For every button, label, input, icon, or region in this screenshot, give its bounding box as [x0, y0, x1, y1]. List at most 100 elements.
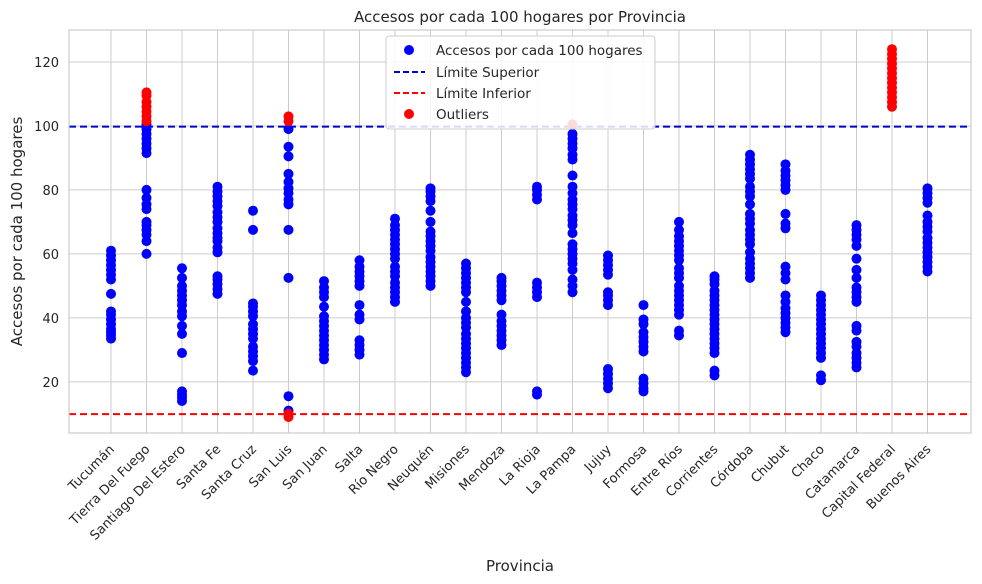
data-point	[851, 282, 862, 293]
data-point	[283, 224, 294, 235]
data-point	[603, 287, 613, 298]
data-point	[177, 272, 187, 283]
data-point	[745, 247, 755, 258]
data-point	[745, 208, 755, 219]
legend-series-label: Accesos por cada 100 hogares	[436, 43, 643, 59]
data-point	[106, 245, 116, 256]
data-point	[532, 277, 542, 288]
data-point	[851, 264, 862, 275]
data-point	[425, 183, 436, 194]
data-point	[248, 341, 258, 352]
data-point	[851, 272, 862, 283]
data-point	[212, 181, 223, 192]
data-point	[177, 280, 187, 291]
legend-series-marker	[404, 45, 414, 55]
data-point	[638, 373, 649, 384]
data-point	[177, 320, 187, 331]
y-axis-title: Accesos por cada 100 hogares	[8, 117, 26, 347]
data-point	[283, 176, 294, 187]
data-point	[461, 296, 471, 307]
data-point	[638, 300, 649, 311]
y-tick-label: 40	[42, 312, 59, 327]
outlier-point	[141, 87, 152, 98]
data-point	[780, 261, 791, 272]
data-point	[248, 224, 258, 235]
y-tick-label: 60	[42, 248, 59, 263]
data-point	[532, 386, 542, 397]
y-tick-label: 120	[34, 56, 59, 71]
outlier-point	[283, 111, 294, 122]
data-point	[780, 159, 791, 170]
data-point	[851, 336, 862, 347]
data-point	[567, 128, 578, 139]
data-point	[745, 181, 755, 192]
data-point	[354, 300, 365, 311]
data-point	[425, 226, 436, 237]
data-point	[567, 239, 578, 250]
legend-box	[385, 35, 656, 130]
data-point	[567, 274, 578, 285]
data-point	[425, 216, 436, 227]
y-tick-label: 80	[42, 184, 59, 199]
legend-upper-label: Límite Superior	[436, 65, 540, 81]
data-point	[141, 248, 152, 259]
data-point	[603, 364, 613, 375]
data-point	[461, 306, 471, 317]
legend-outliers-label: Outliers	[436, 107, 489, 123]
data-point	[674, 216, 684, 227]
data-point	[816, 290, 826, 301]
plot-frame	[68, 29, 972, 434]
data-point	[354, 335, 365, 346]
data-point	[177, 348, 187, 359]
data-point	[674, 263, 684, 274]
data-point	[248, 205, 258, 216]
data-point	[177, 328, 187, 339]
data-point	[141, 192, 152, 203]
data-point	[851, 253, 862, 264]
legend: Accesos por cada 100 hogares Límite Supe…	[385, 35, 656, 130]
data-point	[425, 205, 436, 216]
data-point	[248, 298, 258, 309]
data-point	[390, 213, 400, 224]
data-point	[638, 327, 649, 338]
data-point	[461, 258, 471, 269]
data-point	[106, 288, 116, 299]
outlier-point	[283, 408, 294, 419]
data-point	[851, 220, 862, 231]
data-point	[319, 276, 329, 287]
data-point	[141, 184, 152, 195]
data-point	[709, 365, 720, 376]
data-point	[177, 263, 187, 274]
x-axis-title: Provincia	[486, 557, 554, 575]
data-point	[674, 325, 684, 336]
data-point	[354, 255, 365, 266]
data-point	[319, 301, 329, 312]
data-point	[780, 290, 791, 301]
data-point	[212, 271, 223, 282]
data-point	[922, 210, 933, 221]
data-point	[674, 224, 684, 235]
data-point	[283, 151, 294, 162]
data-point	[603, 250, 613, 261]
data-point	[638, 314, 649, 325]
data-point	[106, 306, 116, 317]
data-point	[283, 272, 294, 283]
data-point	[567, 181, 578, 192]
data-point	[354, 309, 365, 320]
data-point	[177, 386, 187, 397]
data-point	[496, 272, 507, 283]
y-tick-label: 100	[34, 120, 59, 135]
data-point	[532, 181, 542, 192]
data-point	[851, 320, 862, 331]
data-point	[141, 216, 152, 227]
data-point	[496, 309, 507, 320]
data-point	[248, 365, 258, 376]
data-point	[780, 218, 791, 229]
data-point	[922, 183, 933, 194]
chart-title: Accesos por cada 100 hogares por Provinc…	[354, 8, 686, 26]
data-point	[709, 271, 720, 282]
data-point	[319, 311, 329, 322]
data-point	[283, 124, 294, 135]
y-tick-label: 20	[42, 376, 59, 391]
